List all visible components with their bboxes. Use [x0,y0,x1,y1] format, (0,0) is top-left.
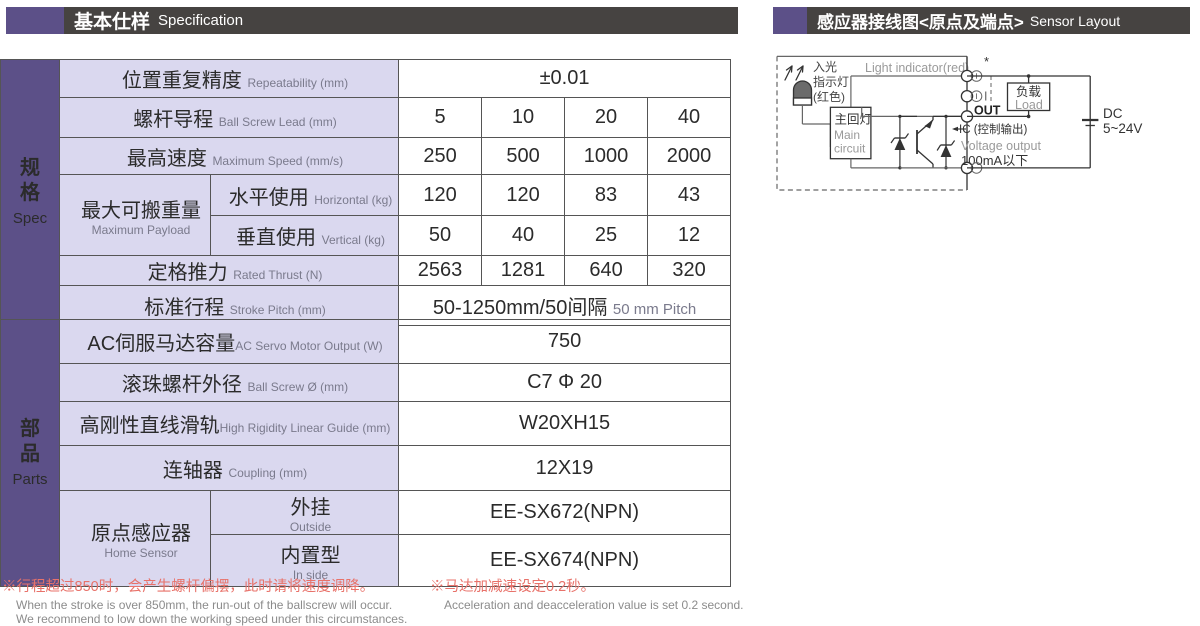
svg-text:IC (控制输出): IC (控制输出) [959,122,1028,136]
svg-text:Voltage output: Voltage output [961,139,1041,153]
svg-text:主回灯: 主回灯 [835,113,873,127]
svg-text:入光: 入光 [813,60,837,74]
svg-text:*: * [984,54,989,69]
svg-text:circuit: circuit [834,142,866,156]
svg-text:指示灯: 指示灯 [813,74,849,89]
svg-text:Light indicator(red): Light indicator(red) [865,61,969,75]
svg-text:OUT: OUT [974,104,1001,118]
svg-text:(红色): (红色) [813,89,845,104]
svg-text:Main: Main [834,128,860,142]
svg-text:负载: 负载 [1016,85,1042,99]
svg-text:Load: Load [1015,98,1043,112]
svg-text:I: I [984,90,987,104]
svg-text:5~24V: 5~24V [1103,121,1142,136]
svg-text:100mA以下: 100mA以下 [961,153,1028,168]
svg-text:DC: DC [1103,106,1123,121]
